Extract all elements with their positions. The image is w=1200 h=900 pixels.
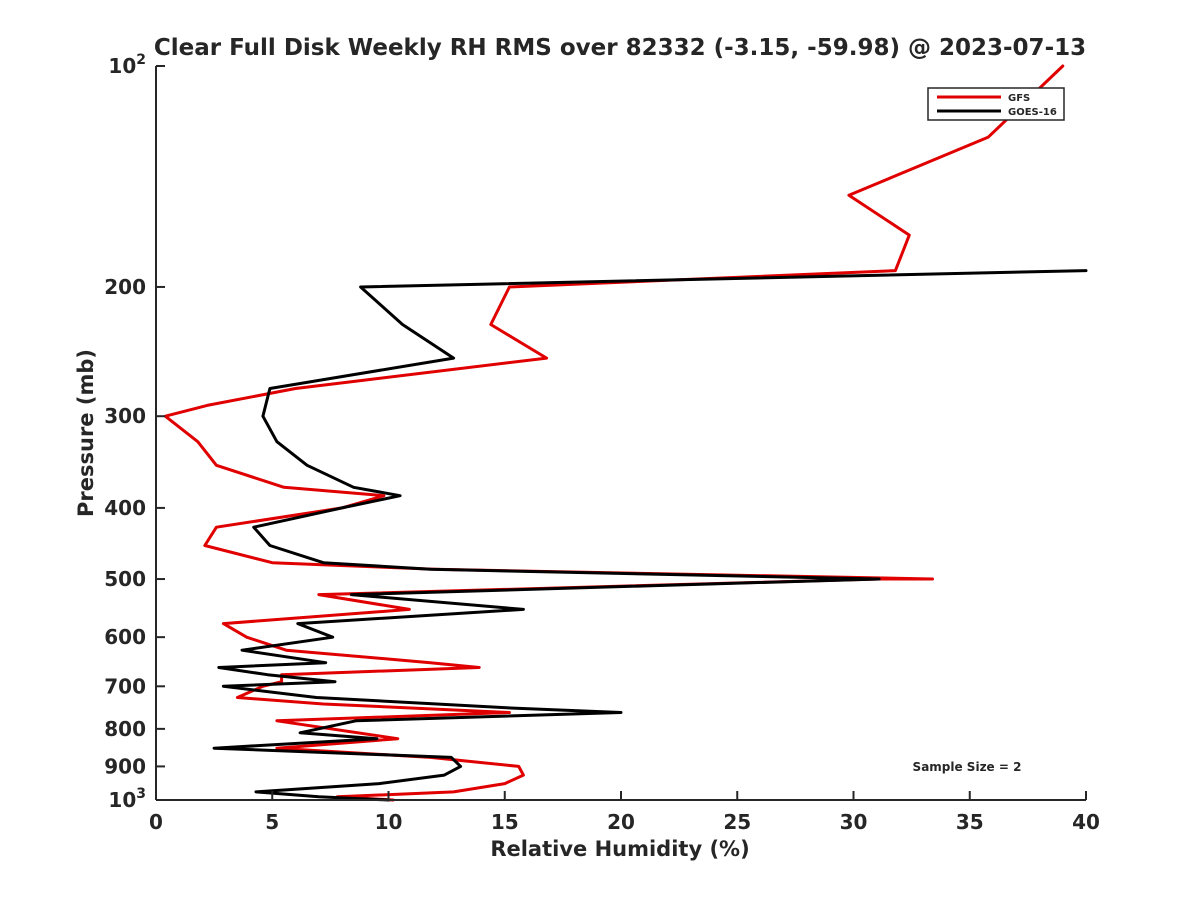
y-tick-exponent: 2 (136, 52, 146, 68)
y-tick-label: 102 (108, 52, 146, 78)
x-tick-label: 30 (840, 810, 868, 834)
x-tick-label: 25 (723, 810, 751, 834)
y-tick-label: 400 (104, 496, 146, 520)
x-tick-label: 15 (491, 810, 519, 834)
x-tick-label: 20 (607, 810, 635, 834)
y-tick-label: 500 (104, 567, 146, 591)
y-tick-label: 800 (104, 717, 146, 741)
plot-area (163, 64, 1088, 802)
series-line-gfs (163, 64, 1065, 802)
x-tick-label: 10 (375, 810, 403, 834)
sample-size-annotation: Sample Size = 2 (913, 760, 1022, 774)
legend-box (927, 87, 1065, 121)
y-tick-base: 10 (108, 54, 136, 78)
y-tick-exponent: 3 (136, 786, 146, 802)
legend-label: GOES-16 (1008, 107, 1057, 118)
y-tick-label: 900 (104, 754, 146, 778)
y-tick-label: 103 (108, 786, 146, 812)
y-tick-label: 200 (104, 275, 146, 299)
y-tick-label: 600 (104, 625, 146, 649)
legend: GFS GOES-16 (927, 87, 1065, 121)
series-line-goes-16 (212, 269, 1088, 802)
x-tick-label: 5 (265, 810, 279, 834)
chart-title: Clear Full Disk Weekly RH RMS over 82332… (154, 35, 1086, 61)
x-axis-label: Relative Humidity (%) (490, 837, 749, 861)
y-axis-label: Pressure (mb) (74, 349, 98, 517)
axes: 0 5 10 15 20 25 30 35 40102200300400500600700800… (104, 52, 1100, 834)
y-tick-base: 10 (108, 788, 136, 812)
legend-label: GFS (1008, 93, 1030, 104)
x-tick-label: 0 (149, 810, 163, 834)
x-tick-label: 35 (956, 810, 984, 834)
y-tick-label: 300 (104, 404, 146, 428)
x-tick-label: 40 (1072, 810, 1100, 834)
y-tick-label: 700 (104, 674, 146, 698)
